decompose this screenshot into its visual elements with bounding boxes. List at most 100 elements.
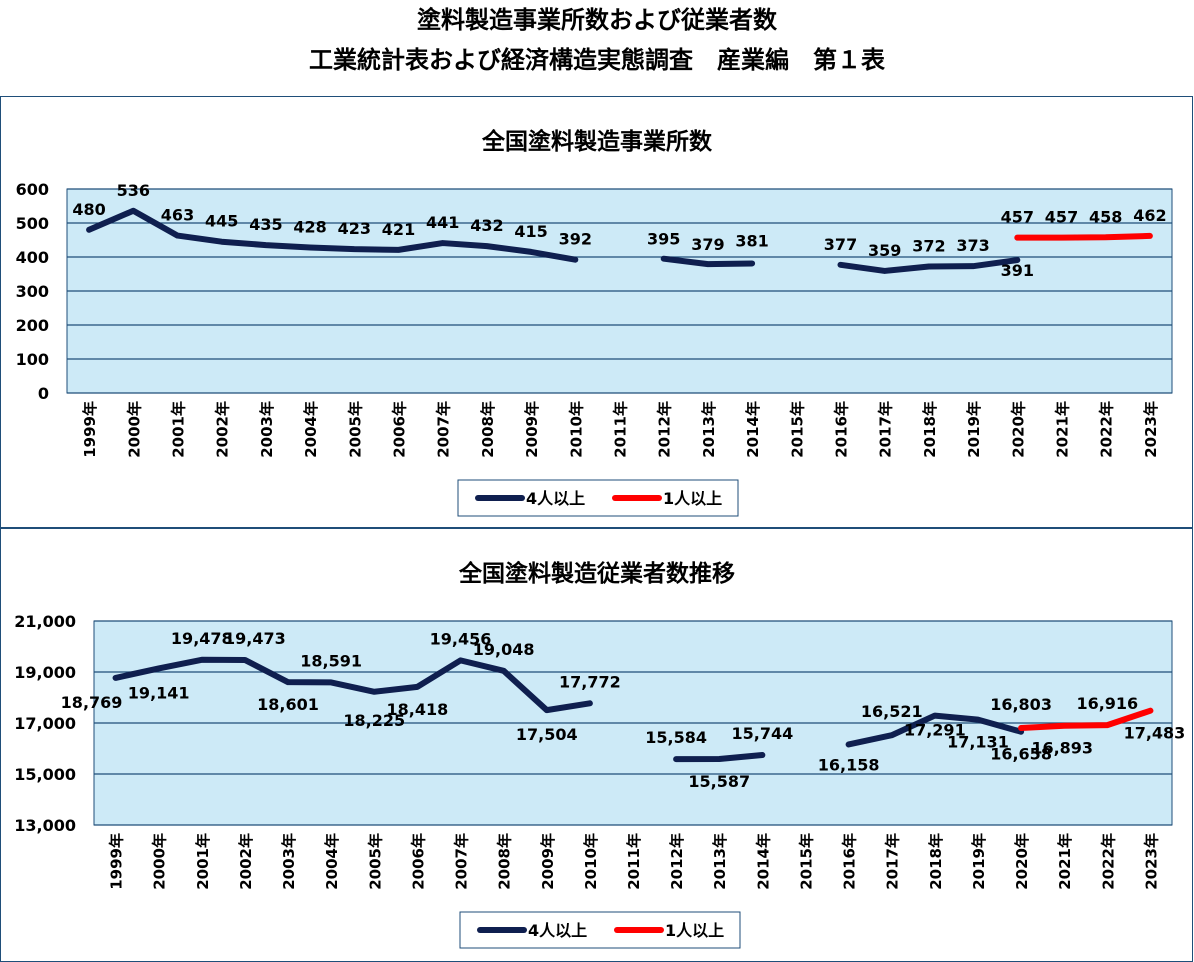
- data-point: [396, 247, 401, 253]
- y-tick-label: 17,000: [14, 714, 76, 733]
- data-point: [1059, 235, 1064, 241]
- data-label: 377: [824, 235, 857, 254]
- chart-title: 全国塗料製造事業所数: [481, 128, 713, 155]
- x-tick-label: 2003年: [280, 833, 298, 890]
- x-tick-label: 2008年: [496, 833, 514, 890]
- x-tick-label: 2021年: [1056, 833, 1074, 890]
- data-label: 18,591: [300, 651, 362, 670]
- data-point: [307, 244, 313, 250]
- data-label: 19,473: [224, 629, 286, 648]
- data-label: 441: [426, 213, 459, 232]
- x-tick-label: 2010年: [567, 401, 585, 458]
- data-point: [414, 684, 420, 690]
- data-label: 359: [868, 241, 901, 260]
- x-tick-label: 2014年: [754, 833, 772, 890]
- x-tick-label: 2015年: [788, 401, 806, 458]
- x-tick-label: 2017年: [877, 401, 895, 458]
- data-point: [263, 242, 269, 248]
- data-label: 435: [249, 215, 282, 234]
- data-label: 17,483: [1124, 724, 1186, 743]
- x-tick-label: 2004年: [302, 401, 320, 458]
- x-tick-label: 2006年: [409, 833, 427, 890]
- data-label: 372: [912, 237, 945, 256]
- data-point: [501, 668, 507, 674]
- data-point: [1104, 722, 1110, 728]
- employees-chart-panel: 全国塗料製造従業者数推移 13,000 15,000 17,000 19,000 21,0…: [0, 528, 1193, 962]
- data-point: [1014, 235, 1020, 241]
- x-tick-label: 2006年: [391, 401, 409, 458]
- data-label: 428: [293, 217, 326, 236]
- data-point: [1103, 234, 1109, 240]
- x-tick-label: 2011年: [612, 401, 630, 458]
- data-point: [749, 260, 755, 266]
- data-label: 16,916: [1076, 694, 1138, 713]
- data-label: 18,601: [257, 695, 319, 714]
- data-point: [759, 752, 765, 758]
- x-tick-label: 2002年: [237, 833, 255, 890]
- data-point: [156, 665, 162, 671]
- x-tick-label: 2000年: [125, 401, 143, 458]
- data-label: 17,131: [947, 733, 1009, 752]
- data-label: 17,291: [904, 721, 966, 740]
- data-point: [328, 679, 334, 685]
- x-tick-label: 2018年: [921, 401, 939, 458]
- legend-label: 4人以上: [528, 921, 587, 940]
- data-label: 392: [559, 230, 592, 249]
- data-label: 462: [1133, 206, 1166, 225]
- x-tick-label: 2020年: [1013, 833, 1031, 890]
- data-label: 457: [1045, 208, 1078, 227]
- data-label: 458: [1089, 207, 1122, 226]
- data-point: [846, 741, 852, 747]
- y-tick-label: 500: [16, 214, 49, 233]
- y-tick-label: 100: [16, 350, 49, 369]
- legend-label: 1人以上: [663, 489, 722, 508]
- establishments-chart-panel: 全国塗料製造事業所数 0 100 200 300 400 500 600 1999年 2000年 2…: [0, 96, 1193, 528]
- x-tick-label: 2015年: [797, 833, 815, 890]
- data-point: [484, 243, 490, 249]
- x-tick-label: 1999年: [108, 833, 126, 890]
- data-label: 480: [72, 200, 105, 219]
- y-tick-label: 200: [16, 316, 49, 335]
- x-tick-label: 2010年: [582, 833, 600, 890]
- y-tick-label: 400: [16, 248, 49, 267]
- x-tick-label: 2016年: [833, 401, 851, 458]
- data-label: 19,141: [128, 683, 190, 702]
- x-tick-label: 2022年: [1098, 401, 1116, 458]
- data-point: [86, 227, 92, 233]
- chart-title: 全国塗料製造従業者数推移: [458, 560, 735, 587]
- data-label: 17,504: [516, 725, 578, 744]
- data-point: [932, 713, 938, 719]
- data-label: 457: [1001, 208, 1034, 227]
- x-tick-label: 2004年: [323, 833, 341, 890]
- x-tick-label: 2020年: [1009, 401, 1027, 458]
- data-point: [882, 268, 888, 274]
- data-label: 432: [470, 216, 503, 235]
- page-title-line2: 工業統計表および経済構造実態調査 産業編 第１表: [309, 46, 885, 74]
- x-tick-label: 2017年: [884, 833, 902, 890]
- data-point: [975, 717, 981, 723]
- data-point: [199, 657, 205, 663]
- data-label: 16,521: [861, 702, 923, 721]
- data-point: [1147, 708, 1153, 714]
- data-point: [970, 263, 976, 269]
- y-tick-label: 0: [38, 384, 49, 403]
- y-tick-label: 600: [16, 180, 49, 199]
- x-tick-label: 2013年: [711, 833, 729, 890]
- legend-label: 1人以上: [665, 921, 724, 940]
- data-label: 16,158: [818, 755, 880, 774]
- data-point: [440, 240, 446, 246]
- x-tick-label: 2001年: [170, 401, 188, 458]
- data-point: [219, 239, 225, 245]
- y-tick-label: 13,000: [14, 816, 76, 835]
- data-point: [371, 689, 377, 695]
- x-tick-label: 2014年: [744, 401, 762, 458]
- data-point: [926, 264, 932, 270]
- data-label: 15,587: [688, 772, 750, 791]
- data-point: [1061, 723, 1067, 729]
- establishments-chart: 全国塗料製造事業所数 0 100 200 300 400 500 600 1999年 2000年 2…: [16, 128, 1173, 517]
- data-label: 17,772: [559, 672, 621, 691]
- x-tick-label: 2012年: [656, 401, 674, 458]
- data-point: [113, 675, 119, 681]
- y-tick-label: 19,000: [14, 663, 76, 682]
- x-tick-label: 2019年: [965, 401, 983, 458]
